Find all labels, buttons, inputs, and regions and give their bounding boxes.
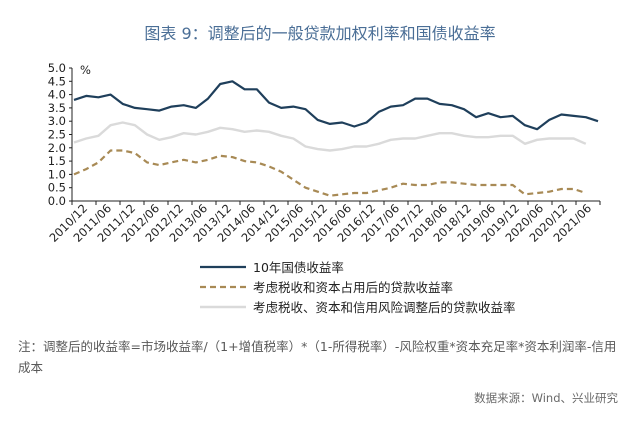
legend-label-loan-yield-risk-adjusted: 考虑税收、资本和信用风险调整后的贷款收益率 — [253, 300, 516, 315]
x-axis-ticks: 2010/122011/062011/122012/062012/122013/… — [46, 201, 601, 245]
y-tick-label: 3.5 — [48, 101, 66, 115]
legend-label-10y-bond: 10年国债收益率 — [253, 260, 344, 275]
y-tick-label: 2.0 — [48, 141, 66, 155]
y-tick-label: 0.0 — [48, 194, 66, 208]
y-tick-label: 5.0 — [48, 61, 66, 75]
footnote: 注：调整后的收益率=市场收益率/（1+增值税率）*（1-所得税率）-风险权重*资… — [18, 339, 617, 375]
y-tick-label: 1.5 — [48, 154, 66, 168]
y-tick-label: 2.5 — [48, 128, 66, 142]
series-line-loan-yield-risk-adjusted — [73, 121, 587, 152]
y-axis-ticks: 0.00.51.01.52.02.53.03.54.04.55.0 — [48, 61, 72, 208]
y-tick-label: 1.0 — [48, 167, 66, 181]
chart-title: 图表 9：调整后的一般贷款加权利率和国债收益率 — [144, 24, 496, 43]
y-tick-label: 4.0 — [48, 88, 66, 102]
data-source: 数据来源：Wind、兴业研究 — [474, 391, 618, 405]
y-axis-unit: % — [80, 63, 91, 77]
y-tick-label: 3.0 — [48, 114, 66, 128]
series-line-10y-bond — [73, 80, 599, 131]
legend-label-loan-yield-tax-capital: 考虑税收和资本占用后的贷款收益率 — [253, 280, 453, 295]
y-tick-label: 0.5 — [48, 181, 66, 195]
series-lines — [73, 80, 599, 197]
y-tick-label: 4.5 — [48, 74, 66, 88]
series-line-loan-yield-tax-capital — [73, 149, 587, 197]
legend: 10年国债收益率 考虑税收和资本占用后的贷款收益率 考虑税收、资本和信用风险调整… — [200, 260, 516, 315]
